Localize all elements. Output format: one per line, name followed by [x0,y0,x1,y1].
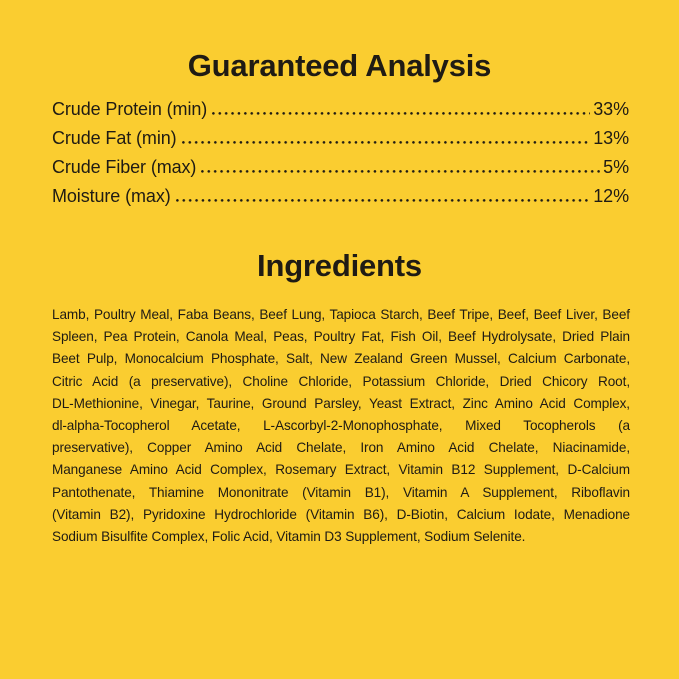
analysis-value: 12% [593,186,629,206]
ingredients-line: dl-alpha-Tocopherol Acetate, L-Ascorbyl-… [52,418,630,434]
analysis-value: 13% [593,128,629,148]
analysis-row-crude-fat: Crude Fat (min) 13% [52,128,629,157]
ingredients-title: Ingredients [257,248,422,283]
ingredients-line: Lamb, Poultry Meal, Faba Beans, Beef Lun… [52,307,630,322]
ingredients-line: Sodium Bisulfite Complex, Folic Acid, Vi… [52,529,526,545]
ingredients-line: Pantothenate, Thiamine Mononitrate (Vita… [52,484,630,500]
ingredients-line: Beet Pulp, Monocalcium Phosphate, Salt, … [52,351,630,367]
guaranteed-analysis-table: Crude Protein (min) 33% Crude Fat (min) … [52,99,629,215]
dotted-leader [201,170,601,173]
ingredients-line: (Vitamin B2), Pyridoxine Hydrochloride (… [52,506,630,522]
ingredients-line: Citric Acid (a preservative), Choline Ch… [52,373,630,389]
guaranteed-analysis-title: Guaranteed Analysis [187,48,492,83]
dotted-leader [175,199,591,202]
dotted-leader [181,141,591,144]
analysis-row-crude-protein: Crude Protein (min) 33% [52,99,629,128]
ingredients-paragraph: Lamb, Poultry Meal, Faba Beans, Beef Lun… [52,304,630,548]
ingredients-line: Spleen, Pea Protein, Canola Meal, Peas, … [52,329,630,345]
analysis-row-crude-fiber: Crude Fiber (max) 5% [52,157,629,186]
ingredients-line: DL-Methionine, Vinegar, Taurine, Ground … [52,395,630,411]
analysis-value: 5% [603,157,629,177]
dotted-leader [212,112,591,115]
analysis-label: Crude Fiber (max) [52,157,197,177]
ingredients-line: Manganese Amino Acid Complex, Rosemary E… [52,462,630,478]
analysis-label: Crude Fat (min) [52,128,177,148]
ingredients-line: preservative), Copper Amino Acid Chelate… [52,440,630,456]
analysis-label: Moisture (max) [52,186,171,206]
analysis-row-moisture: Moisture (max) 12% [52,186,629,215]
analysis-value: 33% [593,99,629,119]
analysis-label: Crude Protein (min) [52,99,208,119]
